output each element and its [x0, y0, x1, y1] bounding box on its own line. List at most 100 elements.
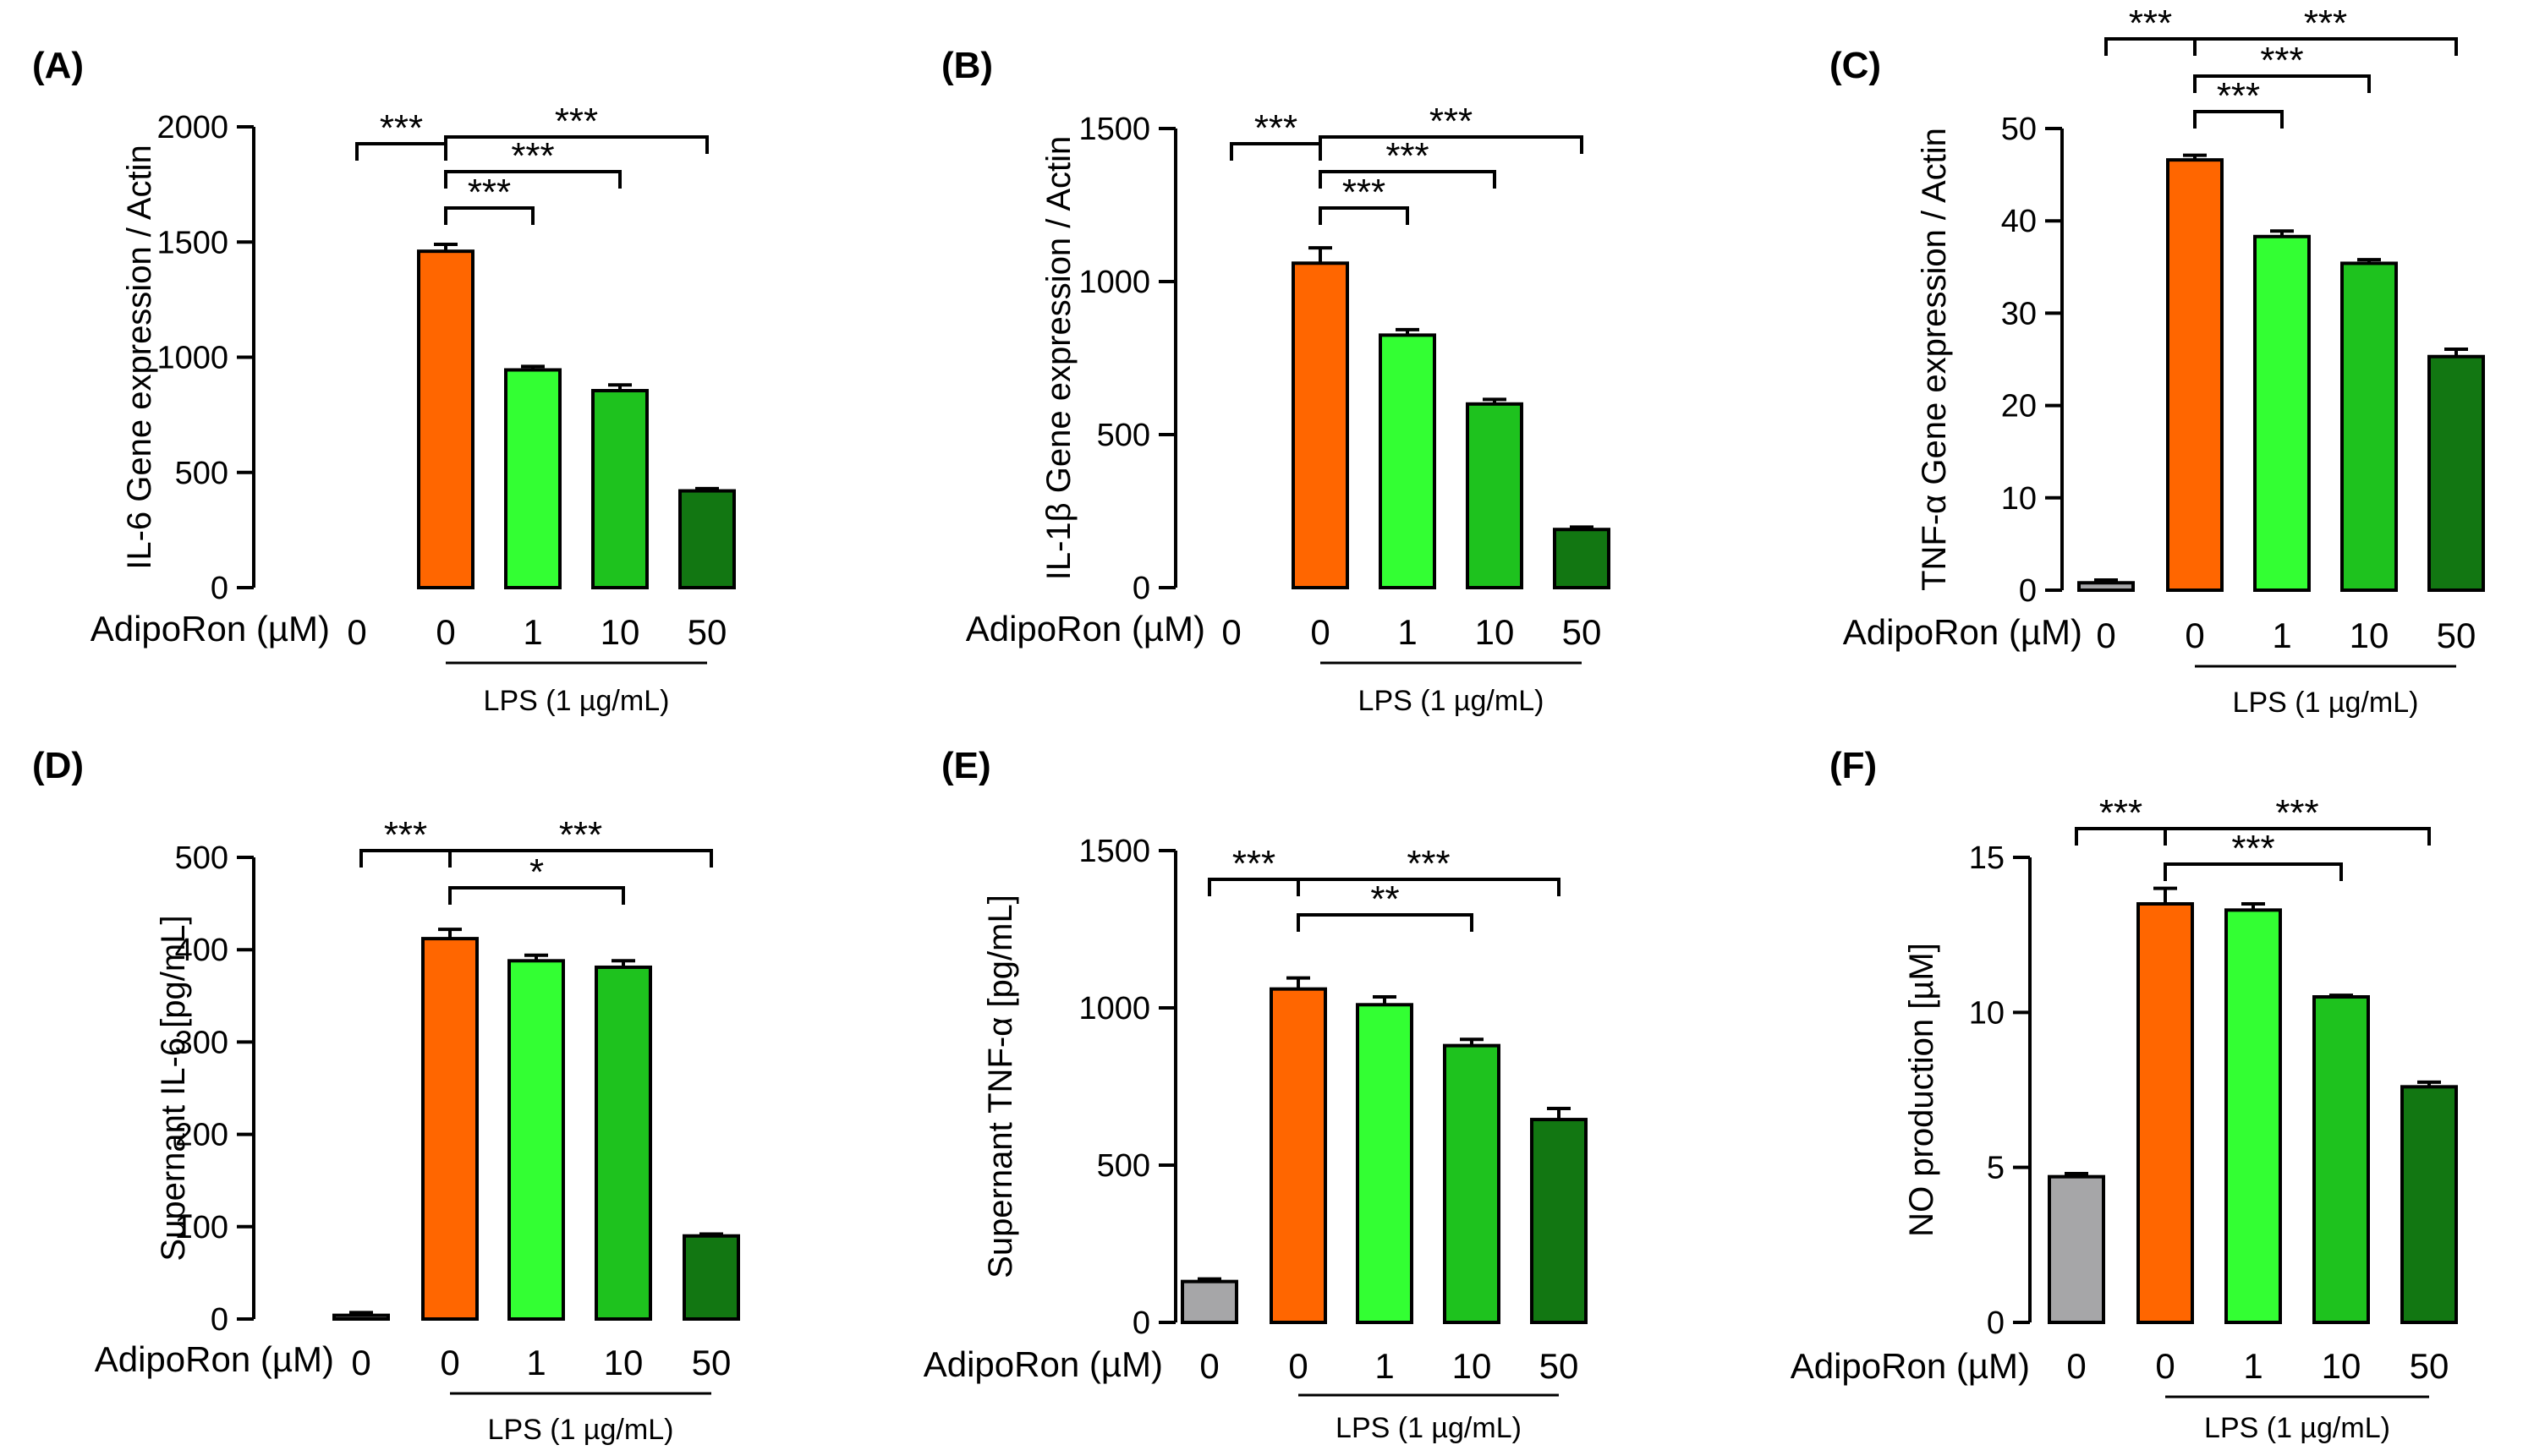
panel-a-y-axis-title: IL-6 Gene expression / Actin [121, 145, 158, 570]
panel-c-category-label-4: 50 [2437, 616, 2476, 655]
panel-d-sig-bracket-1 [448, 849, 713, 868]
panel-a-y-tick-label: 1500 [156, 225, 228, 260]
panel-c-y-tick-label: 40 [2001, 204, 2037, 239]
panel-c-sig-label-1: *** [2304, 3, 2347, 44]
panel-b-y-tick-label: 500 [1097, 418, 1150, 453]
panel-e-bar-2 [1356, 1003, 1413, 1325]
panel-c-y-tick-label: 20 [2001, 389, 2037, 424]
panel-a-sig-label-3: *** [468, 172, 511, 213]
panel-e-sig-bracket-1 [1297, 878, 1560, 896]
panel-a-category-label-2: 1 [523, 612, 542, 652]
panel-e-bar-0 [1181, 1279, 1238, 1325]
panel-d-bar-2 [507, 959, 565, 1321]
panel-d-bar-4 [683, 1234, 740, 1321]
panel-e-y-axis-title: Supernant TNF-α [pg/mL] [982, 895, 1019, 1278]
panel-b-bar-4 [1553, 528, 1610, 589]
panel-b-y-tick-label: 1000 [1078, 265, 1150, 300]
panel-d-category-label-0: 0 [351, 1343, 370, 1382]
panel-c-condition-label: AdipoRon (µM) [1843, 612, 2082, 652]
panel-f-sig-label-0: *** [2099, 792, 2142, 834]
panel-e-y-tick-label: 1500 [1078, 834, 1150, 869]
panel-e-sig-bracket-2 [1297, 913, 1473, 932]
panel-d-category-label-3: 10 [604, 1343, 644, 1382]
panel-b-bar-3 [1466, 402, 1523, 589]
panel-e-bar-4 [1530, 1118, 1588, 1325]
panel-d-sig-label-0: *** [384, 814, 427, 856]
panel-f-sig-label-2: *** [2231, 828, 2274, 869]
panel-c-category-label-3: 10 [2350, 616, 2389, 655]
panel-a-y-tick-label: 0 [211, 571, 228, 606]
panel-e-category-label-2: 1 [1374, 1346, 1394, 1386]
panel-f-bar-1 [2136, 902, 2194, 1324]
panel-b-category-label-2: 1 [1397, 612, 1417, 652]
panel-d-y-tick-label: 300 [175, 1025, 228, 1060]
panel-a-category-label-4: 50 [688, 612, 727, 652]
panel-b-y-axis-title: IL-1β Gene expression / Actin [1040, 136, 1078, 581]
panel-f-bar-4 [2400, 1085, 2458, 1325]
panel-c-y-tick-label: 50 [2001, 112, 2037, 147]
panel-a-sig-bracket-1 [444, 135, 709, 154]
panel-a-y-tick-label: 500 [175, 456, 228, 491]
panel-b-bar-2 [1379, 333, 1436, 589]
panel-d-condition-label: AdipoRon (µM) [95, 1339, 334, 1379]
panel-a-category-label-1: 0 [436, 612, 455, 652]
panel-c-letter: (C) [1829, 45, 1881, 86]
panel-d-category-label-1: 0 [440, 1343, 459, 1382]
panel-a-y-tick-label: 2000 [156, 110, 228, 145]
panel-d-bar-0 [332, 1313, 390, 1321]
panel-d-bar-1 [421, 937, 479, 1321]
panel-d-y-tick-label: 100 [175, 1210, 228, 1245]
panel-a-y-tick-label: 1000 [156, 341, 228, 376]
panel-c-sig-label-2: *** [2260, 40, 2303, 81]
panel-d-y-tick-label: 0 [211, 1302, 228, 1338]
panel-f-y-tick-label: 0 [1987, 1305, 2005, 1341]
panel-e-letter: (E) [941, 745, 991, 786]
panel-a-sig-bracket-3 [444, 206, 535, 225]
panel-f-category-label-0: 0 [2066, 1346, 2086, 1386]
panel-f-y-axis-title: NO production [µM] [1903, 943, 1940, 1237]
panel-b-sig-bracket-1 [1319, 135, 1583, 154]
panel-c-bar-1 [2166, 158, 2224, 593]
panel-e-group-label: LPS (1 µg/mL) [1336, 1412, 1522, 1444]
panel-c-bar-4 [2427, 354, 2485, 592]
panel-c-bar-3 [2340, 261, 2398, 592]
panel-c-y-tick-label: 0 [2019, 573, 2037, 609]
panel-f-category-label-4: 50 [2410, 1346, 2449, 1386]
panel-b-category-label-0: 0 [1221, 612, 1241, 652]
panel-d-group-label: LPS (1 µg/mL) [488, 1414, 674, 1446]
panel-d-y-tick-label: 200 [175, 1118, 228, 1153]
panel-d-letter: (D) [32, 745, 84, 786]
panel-a-category-label-0: 0 [347, 612, 366, 652]
panel-e-sig-label-2: ** [1370, 879, 1399, 920]
panel-c-sig-bracket-3 [2193, 110, 2284, 129]
panel-d-y-axis-title: Supernant IL-6 [pg/mL] [155, 915, 192, 1261]
panel-a-sig-bracket-2 [444, 170, 622, 189]
panel-b-sig-bracket-3 [1319, 206, 1409, 225]
panel-d-y-tick-label: 500 [175, 840, 228, 876]
panel-d-y-tick-label: 400 [175, 933, 228, 968]
panel-c-sig-bracket-1 [2193, 37, 2458, 56]
panel-d-bar-3 [595, 965, 652, 1321]
panel-c-bar-0 [2077, 581, 2135, 592]
panel-c-sig-label-3: *** [2217, 75, 2260, 117]
panel-e-y-tick-label: 0 [1133, 1305, 1150, 1341]
panel-c-bar-2 [2253, 234, 2311, 592]
panel-f-category-label-3: 10 [2322, 1346, 2361, 1386]
panel-f-group-label: LPS (1 µg/mL) [2204, 1412, 2390, 1444]
panel-b-condition-label: AdipoRon (µM) [966, 609, 1205, 649]
panel-e-y-tick-label: 1000 [1078, 991, 1150, 1026]
panel-b-sig-label-2: *** [1385, 135, 1429, 177]
panel-f-letter: (F) [1829, 745, 1877, 786]
panel-f-condition-label: AdipoRon (µM) [1791, 1346, 2030, 1386]
panel-b-group-label: LPS (1 µg/mL) [1358, 685, 1544, 717]
panel-e-sig-label-1: *** [1407, 843, 1450, 884]
panel-f-sig-bracket-1 [2164, 827, 2431, 846]
panel-f-bar-0 [2048, 1174, 2105, 1324]
panel-b-bar-1 [1292, 261, 1349, 589]
panel-c-sig-label-0: *** [2129, 3, 2172, 44]
panel-a-sig-label-0: *** [380, 107, 423, 149]
panel-e-y-tick-label: 500 [1097, 1148, 1150, 1184]
panel-d-category-label-2: 1 [526, 1343, 546, 1382]
panel-e-category-label-3: 10 [1452, 1346, 1492, 1386]
